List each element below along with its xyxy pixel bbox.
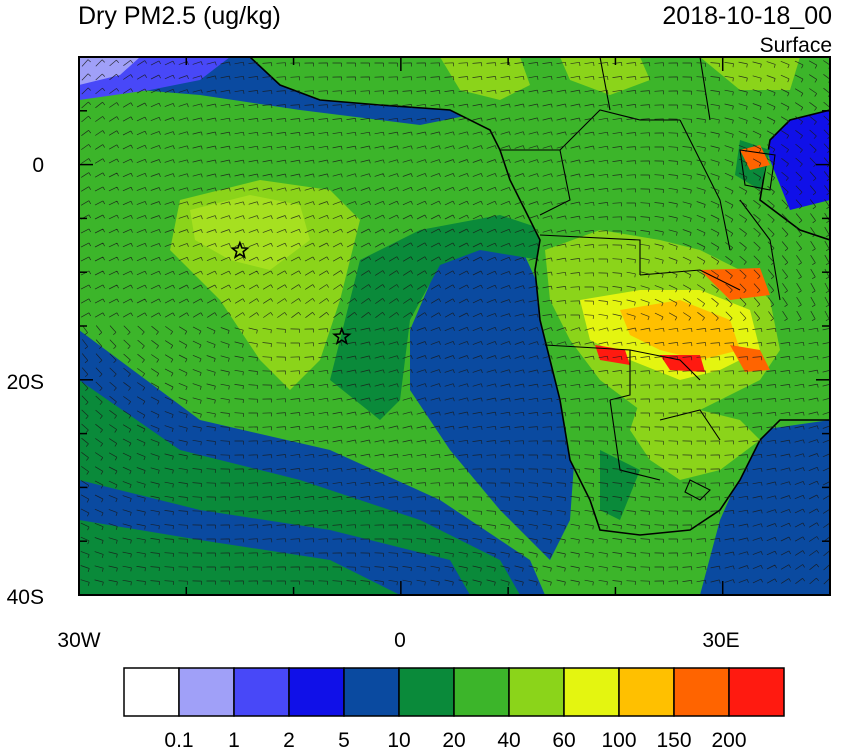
colorbar-swatch — [673, 667, 730, 717]
axis-ticks — [78, 56, 831, 596]
markers-layer — [230, 240, 352, 345]
colorbar-swatch — [563, 667, 620, 717]
colorbar-label: 5 — [338, 729, 350, 750]
colorbar: 0.1 1 2 5 10 20 40 60 100 150 200 — [123, 667, 785, 750]
y-tick-label: 0 — [32, 154, 44, 177]
star-2-marker — [332, 326, 352, 345]
colorbar-swatch — [233, 667, 290, 717]
colorbar-label: 10 — [387, 729, 410, 750]
wind-barb-field — [80, 59, 830, 586]
colorbar-label: 0.1 — [164, 729, 193, 750]
x-tick-label: 30E — [702, 629, 739, 652]
colorbar-swatch — [178, 667, 235, 717]
map-datetime: 2018-10-18_00 — [662, 2, 832, 30]
africa-landmass — [248, 57, 830, 536]
colorbar-swatch — [508, 667, 565, 717]
colorbar-swatch — [453, 667, 510, 717]
colorbar-label: 60 — [552, 729, 575, 750]
star-1-marker — [230, 240, 250, 260]
colorbar-swatch — [398, 667, 455, 717]
map-title: Dry PM2.5 (ug/kg) — [78, 2, 281, 30]
y-tick-label: 40S — [7, 586, 44, 609]
map-level: Surface — [759, 34, 832, 57]
y-tick-label: 20S — [7, 371, 44, 394]
x-axis-labels: 30W 0 30E — [57, 629, 739, 652]
colorbar-swatch — [123, 667, 180, 717]
colorbar-label: 150 — [656, 729, 691, 750]
colorbar-label: 2 — [283, 729, 295, 750]
colorbar-label: 40 — [497, 729, 520, 750]
colorbar-swatch — [618, 667, 675, 717]
y-axis-labels: 0 20S 40S — [7, 154, 44, 609]
colorbar-label: 20 — [442, 729, 465, 750]
colorbar-label: 100 — [601, 729, 636, 750]
colorbar-label: 1 — [228, 729, 240, 750]
wind-barbs — [80, 59, 830, 586]
colorbar-swatch — [343, 667, 400, 717]
x-tick-label: 0 — [394, 629, 406, 652]
colorbar-label: 200 — [711, 729, 746, 750]
colorbar-swatch — [728, 667, 785, 717]
x-tick-label: 30W — [57, 629, 100, 652]
colorbar-swatch — [288, 667, 345, 717]
